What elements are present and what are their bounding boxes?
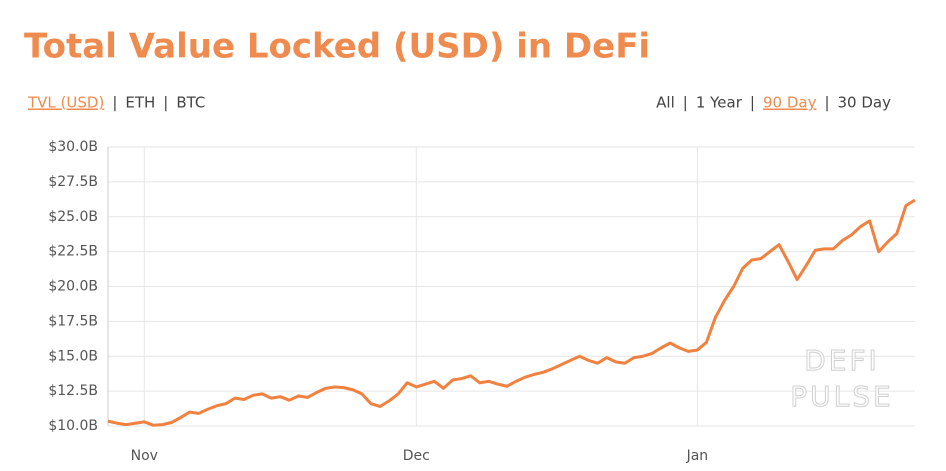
chart-title: Total Value Locked (USD) in DeFi [24, 27, 650, 67]
y-tick-label: $25.0B [48, 209, 98, 225]
y-tick-label: $15.0B [48, 348, 98, 364]
tab[interactable]: BTC [176, 94, 205, 112]
watermark: PULSE [790, 380, 893, 413]
y-tick-label: $20.0B [48, 279, 98, 295]
separator: | [750, 94, 755, 112]
y-tick-label: $30.0B [48, 139, 98, 155]
y-tick-label: $17.5B [48, 313, 98, 329]
separator: | [112, 94, 117, 112]
y-tick-label: $27.5B [48, 174, 98, 190]
x-tick-label: Jan [686, 448, 709, 464]
watermark: DEFI [804, 344, 880, 377]
separator: | [683, 94, 688, 112]
tab[interactable]: TVL (USD) [27, 94, 104, 112]
tab[interactable]: All [656, 94, 675, 112]
tab[interactable]: 90 Day [763, 94, 817, 112]
x-tick-label: Dec [403, 448, 430, 464]
y-tick-label: $22.5B [48, 244, 98, 260]
tab[interactable]: ETH [125, 94, 155, 112]
separator: | [824, 94, 829, 112]
line [107, 198, 916, 427]
y-tick-label: $10.0B [48, 418, 98, 434]
x-tick-label: Nov [131, 448, 158, 464]
y-tick-label: $12.5B [48, 383, 98, 399]
tab[interactable]: 1 Year [696, 94, 743, 112]
separator: | [163, 94, 168, 112]
tab[interactable]: 30 Day [838, 94, 892, 112]
